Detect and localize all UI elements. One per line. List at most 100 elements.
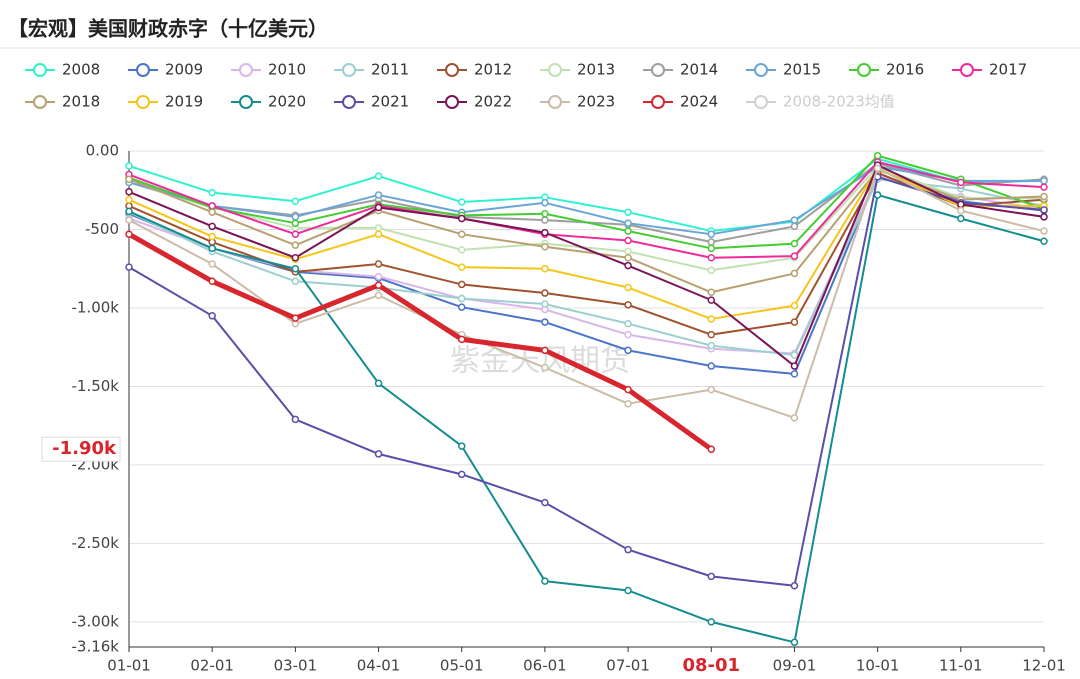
data-point [790, 638, 799, 647]
data-point [624, 219, 632, 227]
legend-label: 2023 [577, 93, 615, 111]
data-point [790, 414, 799, 422]
legend-item: 2008-2023均值 [746, 93, 895, 111]
legend-label: 2021 [371, 93, 409, 111]
data-point [457, 246, 466, 254]
data-point [1040, 177, 1048, 185]
y-tick-label: 0.00 [86, 142, 119, 160]
series-line [128, 175, 1045, 587]
data-point [374, 191, 383, 199]
data-point [208, 202, 216, 210]
legend-item: 2015 [746, 61, 821, 79]
legend-label: 2008 [62, 61, 100, 79]
data-point [707, 618, 716, 626]
series-line [128, 171, 1045, 336]
legend-label: 2018 [62, 93, 100, 111]
data-point [208, 312, 216, 320]
data-point [125, 263, 133, 271]
legend-item: 2012 [437, 61, 512, 79]
series-line [128, 157, 1045, 233]
x-tick-label: 06-01 [523, 657, 567, 675]
y-tick-label: -2.50k [72, 534, 120, 552]
series-line [128, 160, 1045, 259]
legend-label: 2024 [680, 93, 718, 111]
data-point [541, 228, 549, 237]
data-point [624, 385, 632, 394]
legend-label: 2022 [474, 93, 512, 111]
data-point [291, 253, 300, 262]
data-point [374, 230, 383, 238]
legend-label: 2008-2023均值 [783, 93, 895, 111]
series-line [128, 193, 1045, 644]
data-point [125, 230, 133, 238]
data-point [707, 572, 716, 581]
legend-label: 2013 [577, 61, 615, 79]
legend-marker [33, 63, 47, 77]
series-line [128, 154, 1045, 250]
y-tick-label: -3.00k [72, 612, 120, 630]
legend-marker [445, 63, 459, 77]
x-tick-label: 04-01 [357, 657, 401, 675]
legend-label: 2020 [268, 93, 306, 111]
data-point [624, 253, 632, 262]
legend-label: 2009 [165, 61, 203, 79]
data-point [790, 216, 799, 224]
data-point [541, 577, 549, 585]
data-point [790, 222, 799, 231]
data-point [707, 266, 716, 275]
legend-item: 2010 [231, 61, 306, 79]
legend-item: 2008 [25, 61, 100, 79]
pointer-label: -1.90k [52, 438, 117, 459]
x-tick-label: 12-01 [1022, 657, 1066, 675]
data-point [624, 261, 632, 270]
data-point [1040, 237, 1048, 246]
x-tick-label: 01-01 [107, 657, 151, 675]
data-point [291, 219, 300, 227]
x-tick-label: 11-01 [939, 657, 983, 675]
data-point [957, 214, 965, 223]
data-point [1040, 227, 1048, 235]
data-point [707, 296, 716, 304]
data-point [125, 162, 133, 170]
series-line [128, 167, 1044, 320]
data-point [125, 195, 133, 204]
data-point [957, 206, 965, 215]
data-point [374, 281, 383, 289]
data-point [707, 315, 716, 323]
data-point [291, 197, 300, 205]
data-point [707, 244, 716, 253]
data-point [541, 199, 549, 207]
data-point [291, 264, 300, 273]
data-point [541, 216, 549, 224]
data-point [790, 362, 799, 370]
data-point [707, 385, 716, 394]
data-point [624, 319, 632, 328]
data-point [457, 303, 466, 311]
legend-item: 2017 [952, 61, 1027, 79]
legend-item: 2019 [128, 93, 203, 111]
data-point [374, 291, 383, 300]
x-tick-label: 05-01 [440, 657, 484, 675]
data-point [374, 172, 383, 180]
series-line [128, 165, 1044, 236]
data-point [624, 346, 632, 355]
legend-item: 2018 [25, 93, 100, 111]
legend-label: 2019 [165, 93, 203, 111]
legend-item: 2014 [643, 61, 718, 79]
legend-item: 2023 [540, 93, 615, 111]
data-point [541, 363, 549, 372]
data-point [541, 210, 549, 218]
legend-label: 2011 [371, 61, 409, 79]
data-point [291, 314, 300, 322]
data-point [707, 330, 716, 339]
x-tick-label: 08-01 [682, 655, 740, 676]
data-point [125, 216, 133, 224]
data-point [624, 330, 632, 339]
data-point [957, 200, 965, 209]
data-point [541, 264, 549, 273]
legend-label: 2012 [474, 61, 512, 79]
legend-marker [857, 63, 871, 77]
data-point [541, 289, 549, 297]
data-point [1040, 206, 1048, 214]
